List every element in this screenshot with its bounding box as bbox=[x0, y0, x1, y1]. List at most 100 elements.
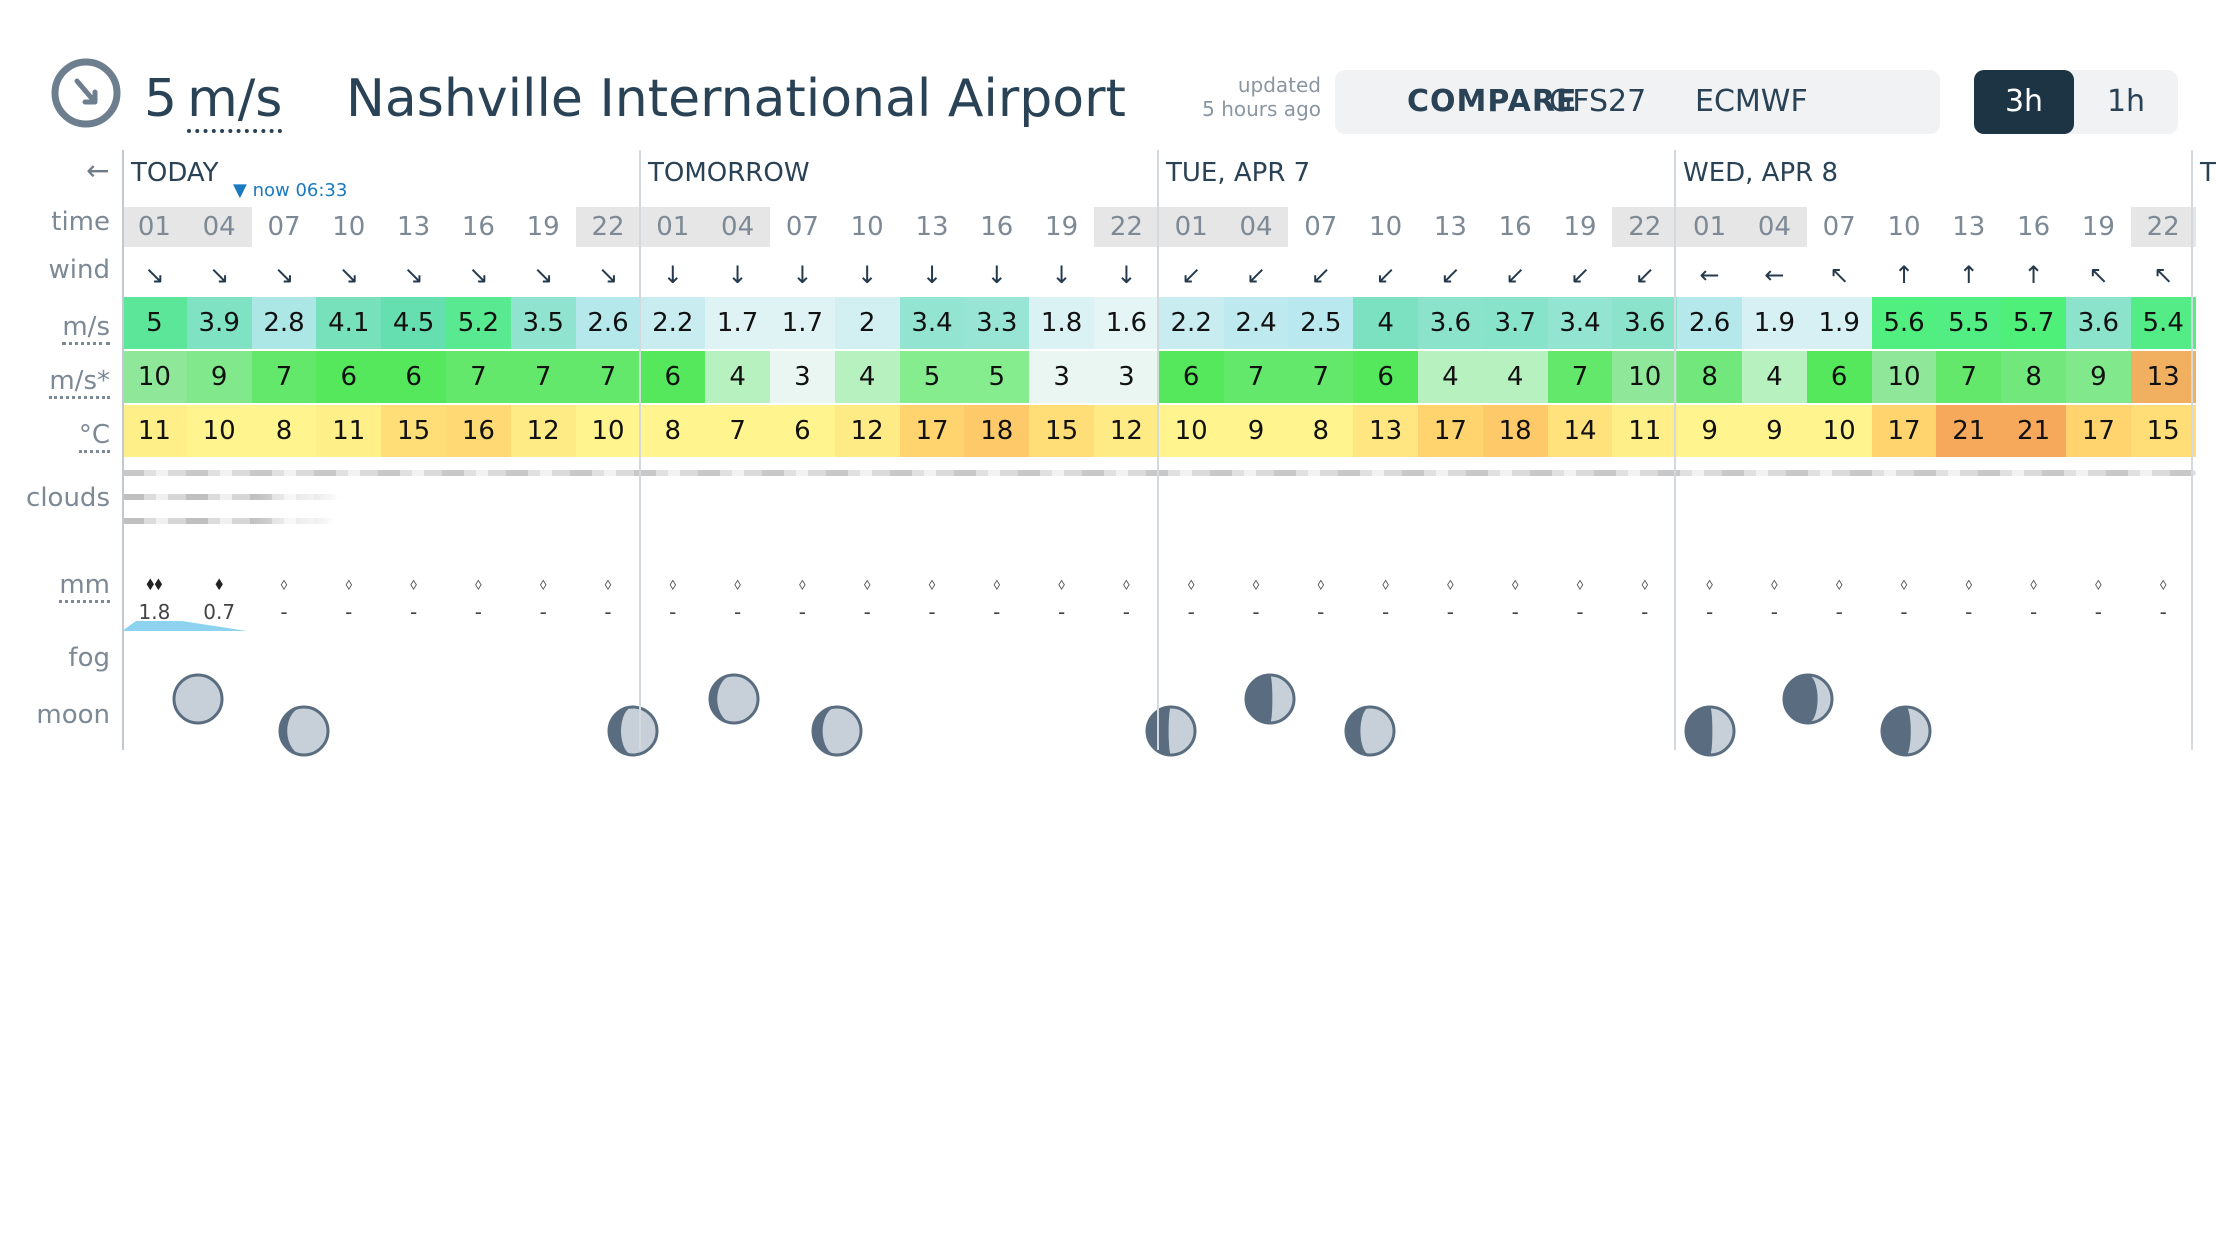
time-cell: 22 bbox=[575, 207, 641, 247]
row-label-precip[interactable]: mm bbox=[0, 570, 110, 603]
precip-value: - bbox=[1187, 600, 1195, 624]
temperature-cell: 8 bbox=[640, 405, 706, 457]
precip-cell: ⬨ - bbox=[1807, 570, 1872, 630]
time-cell: 10 bbox=[1369, 212, 1403, 242]
precip-value: - bbox=[2159, 600, 2167, 624]
temperature-cell: 21 bbox=[2001, 405, 2066, 457]
temperature-cell: 6 bbox=[770, 405, 835, 457]
back-arrow-icon[interactable]: ← bbox=[86, 154, 110, 187]
wind-speed-cell: 5 bbox=[122, 297, 187, 349]
empty-drop-icon: ⬨ bbox=[280, 574, 288, 593]
step-1h-button[interactable]: 1h bbox=[2106, 84, 2146, 119]
precip-cell: ⬨ - bbox=[900, 570, 965, 630]
time-cell: 04 bbox=[1223, 207, 1289, 247]
gust-cell: 13 bbox=[2130, 351, 2196, 403]
precip-value: - bbox=[539, 600, 547, 624]
row-label-gusts[interactable]: m/s* bbox=[0, 366, 110, 399]
empty-drop-icon: ⬨ bbox=[993, 574, 1001, 593]
wind-unit-toggle[interactable]: m/s bbox=[187, 69, 283, 133]
time-cell: 07 bbox=[1822, 212, 1856, 242]
wind-speed-cell: 5.7 bbox=[2001, 297, 2066, 349]
wind-speed-cell: 2 bbox=[834, 297, 900, 349]
row-label-temperature[interactable]: °C bbox=[0, 420, 110, 453]
precip-value: - bbox=[2094, 600, 2102, 624]
precip-value: - bbox=[1641, 600, 1649, 624]
gust-cell: 10 bbox=[1871, 351, 1937, 403]
row-label-wind-speed[interactable]: m/s bbox=[0, 312, 110, 345]
empty-drop-icon: ⬨ bbox=[928, 574, 936, 593]
wind-speed-cell: 3.6 bbox=[1418, 297, 1483, 349]
precip-value: - bbox=[733, 600, 742, 624]
time-cell: 22 bbox=[1094, 207, 1159, 247]
precip-cell: ⬨ - bbox=[1288, 570, 1353, 630]
precip-value: - bbox=[1446, 600, 1454, 624]
precip-value: - bbox=[1122, 600, 1130, 624]
precip-cell: ⬨ - bbox=[511, 570, 576, 630]
precip-cell: ⬨ - bbox=[1936, 570, 2001, 630]
empty-drop-icon: ⬨ bbox=[1252, 574, 1260, 593]
model-selector: COMPARE GFS27 ECMWF bbox=[1335, 70, 1940, 134]
precip-value: - bbox=[1965, 600, 1973, 624]
precip-cell: ⬨ - bbox=[381, 570, 446, 630]
temperature-cell: 15 bbox=[2130, 405, 2196, 457]
moon-phase-icon bbox=[708, 673, 760, 725]
empty-drop-icon: ⬨ bbox=[409, 574, 418, 593]
wind-speed-cell: 2.4 bbox=[1223, 297, 1289, 349]
empty-drop-icon: ⬨ bbox=[345, 574, 353, 593]
temperature-cell: 10 bbox=[1806, 405, 1872, 457]
precip-value: - bbox=[474, 600, 482, 624]
wind-speed-cell: 1.8 bbox=[1029, 297, 1094, 349]
precip-cell: ⬨ - bbox=[316, 570, 381, 630]
empty-drop-icon: ⬨ bbox=[1187, 574, 1195, 593]
day-label: TUE, APR 7 bbox=[1166, 158, 1311, 188]
time-cell: 13 bbox=[397, 212, 431, 242]
gust-cell: 10 bbox=[122, 351, 187, 403]
gust-cell: 7 bbox=[251, 351, 317, 403]
precip-cell: ⬨ - bbox=[835, 570, 900, 630]
precip-value: - bbox=[928, 600, 936, 624]
day-separator bbox=[1674, 150, 1676, 750]
time-cell: 10 bbox=[332, 212, 366, 242]
temperature-cell: 9 bbox=[1742, 405, 1807, 457]
precip-value: - bbox=[1511, 600, 1519, 624]
temperature-cell: 21 bbox=[1936, 405, 2002, 457]
gust-cell: 4 bbox=[1482, 351, 1548, 403]
model-gfs27-button[interactable]: GFS27 bbox=[1549, 84, 1647, 119]
wind-arrow-icon: ← bbox=[1764, 261, 1785, 289]
update-status: updated 5 hours ago bbox=[1202, 73, 1321, 121]
wind-arrow-icon: ↓ bbox=[1116, 261, 1137, 289]
wind-speed-cell: 4 bbox=[1353, 297, 1418, 349]
gust-cell: 6 bbox=[640, 351, 706, 403]
precip-value: - bbox=[604, 600, 612, 624]
empty-drop-icon: ⬨ bbox=[1122, 574, 1130, 593]
wind-speed-cell: 1.9 bbox=[1806, 297, 1872, 349]
empty-drop-icon: ⬨ bbox=[1900, 574, 1908, 593]
precip-cell: ⬨ - bbox=[576, 570, 641, 630]
wind-arrow-icon: ↓ bbox=[857, 261, 878, 289]
rain-amount-wedge bbox=[122, 621, 247, 631]
temperature-cell: 12 bbox=[510, 405, 576, 457]
clock-arrow-icon[interactable] bbox=[50, 57, 122, 129]
gust-cell: 7 bbox=[510, 351, 576, 403]
wind-speed-cell: 2.5 bbox=[1288, 297, 1354, 349]
time-cell: 13 bbox=[1952, 212, 1986, 242]
wind-arrow-icon: ↓ bbox=[727, 261, 748, 289]
wind-speed-cell: 2.6 bbox=[1677, 297, 1742, 349]
gust-cell: 3 bbox=[1029, 351, 1094, 403]
time-cell: 19 bbox=[1045, 212, 1079, 242]
wind-speed-cell: 2.2 bbox=[640, 297, 706, 349]
model-compare-button[interactable]: COMPARE bbox=[1407, 84, 1578, 119]
model-ecmwf-button[interactable]: ECMWF bbox=[1695, 84, 1808, 119]
step-3h-button[interactable]: 3h bbox=[1974, 70, 2074, 134]
temperature-cell: 12 bbox=[834, 405, 900, 457]
wind-arrow-icon: ↙ bbox=[1440, 261, 1461, 289]
wind-speed-cell: 2.2 bbox=[1158, 297, 1224, 349]
wind-speed-cell: 5.5 bbox=[1936, 297, 2002, 349]
moon-phase-icon bbox=[811, 705, 863, 757]
time-cell: 04 bbox=[186, 207, 252, 247]
empty-drop-icon: ⬨ bbox=[1965, 574, 1973, 593]
time-cell: 01 bbox=[122, 207, 187, 247]
row-label-fog: fog bbox=[68, 643, 110, 673]
empty-drop-icon: ⬨ bbox=[474, 574, 482, 593]
wind-speed-cell: 3.6 bbox=[2066, 297, 2131, 349]
